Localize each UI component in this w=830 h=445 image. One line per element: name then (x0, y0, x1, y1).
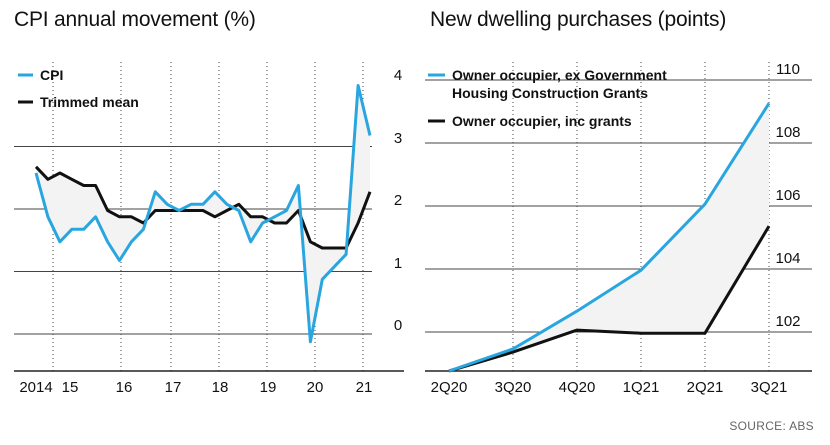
owner-occupier-inc-grants-line (448, 225, 771, 373)
dwelling-y-tick-label: 102 (775, 313, 800, 330)
cpi-x-tick-label: 15 (62, 379, 79, 396)
cpi-x-tick-label: 21 (356, 379, 373, 396)
cpi-legend-label: CPI (40, 67, 63, 83)
dwelling-shaded-band (449, 103, 769, 372)
dwelling-x-tick-label: 3Q20 (495, 379, 532, 396)
cpi-shaded-band (36, 85, 370, 342)
cpi-x-tick-label: 20 (307, 379, 324, 396)
inc-grants-legend-label: Owner occupier, inc grants (452, 113, 632, 129)
dwelling-y-tick-label: 108 (775, 124, 800, 141)
cpi-line (34, 84, 372, 344)
dwelling-y-tick-label: 106 (775, 187, 800, 204)
ex-grants-legend-label-line2: Housing Construction Grants (452, 85, 648, 101)
dwelling-chart-title: New dwelling purchases (points) (430, 8, 727, 31)
cpi-x-tick-label: 19 (260, 379, 277, 396)
trimmed-mean-legend-label: Trimmed mean (40, 94, 139, 110)
ex-grants-legend-label-line1: Owner occupier, ex Government (452, 67, 667, 83)
cpi-y-tick-label: 4 (394, 67, 402, 84)
dwelling-x-tick-label: 2Q20 (431, 379, 468, 396)
source-note: SOURCE: ABS (729, 419, 814, 433)
cpi-x-tick-label: 18 (212, 379, 229, 396)
owner-occupier-ex-grants-line (448, 102, 771, 373)
cpi-y-tick-label: 0 (394, 317, 402, 334)
dwelling-x-tick-label: 1Q21 (623, 379, 660, 396)
cpi-y-tick-label: 2 (394, 192, 402, 209)
dwelling-x-tick-label: 2Q21 (687, 379, 724, 396)
cpi-y-tick-label: 3 (394, 130, 402, 147)
dwelling-y-tick-label: 110 (776, 61, 800, 78)
cpi-chart-title: CPI annual movement (%) (14, 8, 256, 31)
trimmed-mean-line (34, 165, 372, 250)
cpi-y-tick-label: 1 (394, 255, 402, 272)
cpi-x-tick-label: 17 (165, 379, 182, 396)
dwelling-x-tick-label: 3Q21 (751, 379, 788, 396)
cpi-x-tick-label: 2014 (19, 379, 52, 396)
dwelling-y-tick-label: 104 (775, 250, 800, 267)
cpi-x-tick-label: 16 (116, 379, 133, 396)
dwelling-x-tick-label: 4Q20 (559, 379, 596, 396)
